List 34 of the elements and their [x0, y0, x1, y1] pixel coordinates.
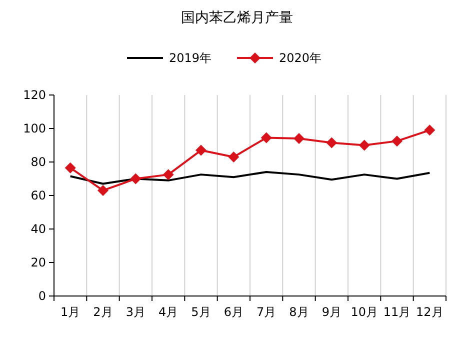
y-tick-label: 100: [23, 122, 46, 136]
x-tick-label: 6月: [224, 305, 244, 319]
y-tick-label: 80: [30, 155, 46, 170]
x-tick-label: 1月: [60, 305, 80, 319]
y-tick-label: 120: [23, 88, 46, 102]
x-tick-label: 9月: [322, 305, 342, 319]
point: [260, 132, 272, 144]
point: [130, 173, 142, 184]
y-tick-label: 0: [38, 289, 46, 304]
point: [326, 137, 338, 148]
x-tick-label: 8月: [289, 305, 309, 319]
x-tick-label: 2月: [93, 305, 113, 319]
point: [162, 169, 174, 180]
point: [424, 124, 436, 136]
point: [64, 162, 76, 174]
x-tick-label: 11月: [383, 305, 411, 319]
chart-title: 国内苯乙烯月产量: [181, 10, 293, 26]
y-tick-label: 40: [30, 222, 46, 236]
x-tick-label: 5月: [191, 305, 211, 319]
point: [228, 151, 240, 162]
point: [294, 133, 304, 144]
y-tick-label: 20: [30, 256, 46, 270]
point: [98, 184, 108, 196]
point: [392, 136, 402, 147]
legend-label: 2019年: [169, 51, 212, 66]
point: [196, 144, 206, 156]
y-tick-label: 60: [30, 188, 46, 203]
point: [358, 140, 370, 151]
x-tick-label: 10月: [350, 305, 378, 319]
x-tick-label: 3月: [126, 305, 146, 319]
x-tick-label: 4月: [158, 305, 178, 319]
x-tick-label: 7月: [256, 305, 276, 319]
legend-label: 2020年: [279, 51, 322, 66]
x-tick-label: 12月: [416, 305, 444, 319]
